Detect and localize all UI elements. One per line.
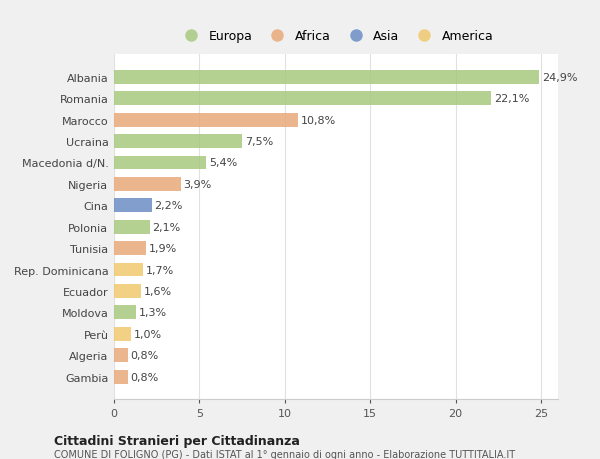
Bar bbox=[114, 306, 136, 319]
Bar bbox=[114, 370, 128, 384]
Bar bbox=[114, 113, 298, 127]
Bar bbox=[114, 135, 242, 149]
Text: 1,3%: 1,3% bbox=[139, 308, 167, 318]
Text: 5,4%: 5,4% bbox=[209, 158, 237, 168]
Text: 7,5%: 7,5% bbox=[245, 137, 273, 147]
Text: 24,9%: 24,9% bbox=[542, 73, 577, 83]
Bar bbox=[114, 178, 181, 191]
Bar bbox=[114, 263, 143, 277]
Text: COMUNE DI FOLIGNO (PG) - Dati ISTAT al 1° gennaio di ogni anno - Elaborazione TU: COMUNE DI FOLIGNO (PG) - Dati ISTAT al 1… bbox=[54, 449, 515, 459]
Bar bbox=[114, 241, 146, 256]
Text: 3,9%: 3,9% bbox=[183, 179, 211, 190]
Text: 0,8%: 0,8% bbox=[130, 372, 158, 382]
Text: Cittadini Stranieri per Cittadinanza: Cittadini Stranieri per Cittadinanza bbox=[54, 434, 300, 447]
Bar bbox=[114, 199, 152, 213]
Text: 1,7%: 1,7% bbox=[146, 265, 174, 275]
Legend: Europa, Africa, Asia, America: Europa, Africa, Asia, America bbox=[178, 30, 494, 43]
Bar bbox=[114, 348, 128, 362]
Text: 1,6%: 1,6% bbox=[144, 286, 172, 296]
Text: 2,1%: 2,1% bbox=[152, 222, 181, 232]
Bar bbox=[114, 71, 539, 84]
Text: 22,1%: 22,1% bbox=[494, 94, 529, 104]
Bar bbox=[114, 156, 206, 170]
Text: 2,2%: 2,2% bbox=[154, 201, 182, 211]
Bar bbox=[114, 284, 142, 298]
Text: 1,9%: 1,9% bbox=[149, 244, 177, 253]
Text: 10,8%: 10,8% bbox=[301, 115, 336, 125]
Text: 0,8%: 0,8% bbox=[130, 350, 158, 360]
Text: 1,0%: 1,0% bbox=[134, 329, 162, 339]
Bar bbox=[114, 327, 131, 341]
Bar bbox=[114, 92, 491, 106]
Bar bbox=[114, 220, 150, 234]
